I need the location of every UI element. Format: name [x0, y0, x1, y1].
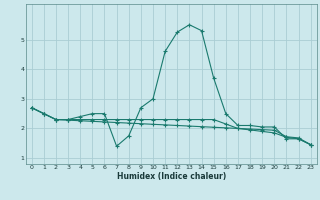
X-axis label: Humidex (Indice chaleur): Humidex (Indice chaleur): [116, 172, 226, 181]
